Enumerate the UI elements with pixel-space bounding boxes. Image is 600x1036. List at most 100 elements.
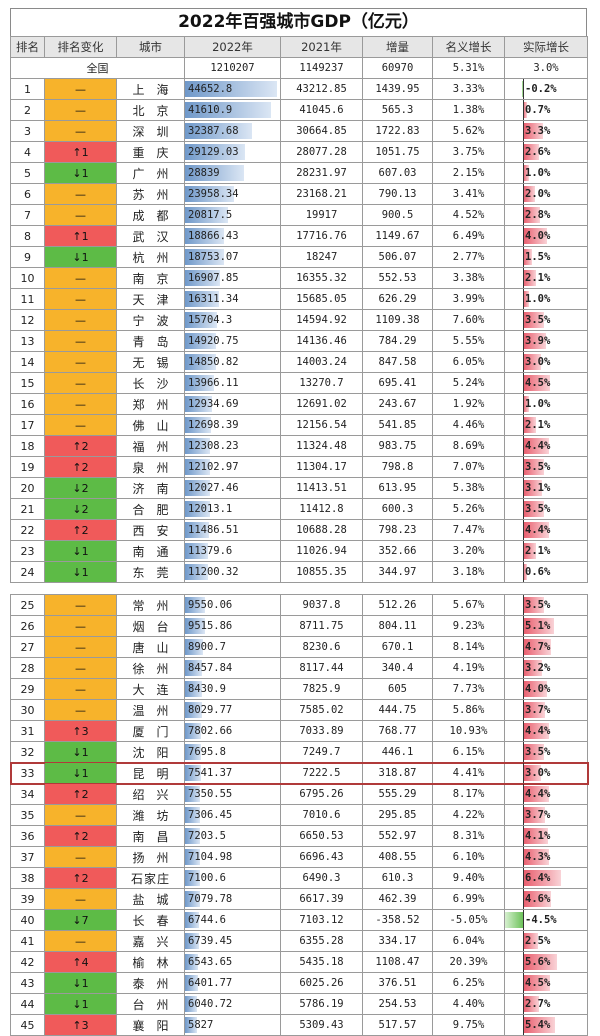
- rank-cell: 15: [10, 372, 45, 394]
- rank-change-cell: —: [44, 615, 117, 637]
- increment-cell: 552.97: [362, 825, 433, 847]
- gdp-data-bar: [185, 186, 235, 202]
- header-rank-change[interactable]: 排名变化: [44, 36, 117, 58]
- table-row[interactable]: 33 ↓1 昆明 7541.37 7222.5 318.87 4.41% 3.0%: [9, 761, 589, 785]
- table-row[interactable]: 19 ↑2 泉州 12102.97 11304.17 798.8 7.07% 3.5%: [10, 456, 588, 478]
- gdp-2021-cell: 6795.26: [280, 783, 363, 805]
- table-row[interactable]: 6— 苏州 23958.34 23168.21 790.13 3.41% 2.0%: [10, 183, 588, 205]
- table-row[interactable]: 38 ↑2 石家庄 7100.6 6490.3 610.3 9.40% 6.4%: [10, 867, 588, 889]
- real-growth-value: 4.4%: [525, 524, 551, 536]
- nominal-growth-cell: 9.75%: [432, 1014, 505, 1036]
- table-row[interactable]: 13— 青岛 14920.75 14136.46 784.29 5.55% 3.9%: [10, 330, 588, 352]
- rank-change-cell: —: [44, 372, 117, 394]
- zero-axis-line: [523, 742, 524, 762]
- city-cell: 嘉兴: [116, 930, 185, 952]
- header-real-growth[interactable]: 实际增长: [504, 36, 588, 58]
- gdp-data-bar: [185, 891, 200, 907]
- nominal-growth-cell: 7.60%: [432, 309, 505, 331]
- header-nominal-growth[interactable]: 名义增长: [432, 36, 505, 58]
- table-row[interactable]: 45 ↑3 襄阳 5827 5309.43 517.57 9.75% 5.4%: [10, 1014, 588, 1036]
- real-growth-value: 4.6%: [525, 893, 551, 905]
- zero-axis-line: [523, 658, 524, 678]
- table-row[interactable]: 17— 佛山 12698.39 12156.54 541.85 4.46% 2.1%: [10, 414, 588, 436]
- header-gdp-2021[interactable]: 2021年: [280, 36, 363, 58]
- header-gdp-2022[interactable]: 2022年: [184, 36, 281, 58]
- header-city[interactable]: 城市: [116, 36, 185, 58]
- gdp-2022-value: 41610.9: [188, 104, 233, 116]
- table-row[interactable]: 8 ↑1 武汉 18866.43 17716.76 1149.67 6.49% 4.0%: [10, 225, 588, 247]
- table-row[interactable]: 4 ↑1 重庆 29129.03 28077.28 1051.75 3.75% 2.6%: [10, 141, 588, 163]
- gdp-2022-cell: 7695.8: [184, 741, 281, 763]
- increment-cell: 552.53: [362, 267, 433, 289]
- table-row[interactable]: 36 ↑2 南昌 7203.5 6650.53 552.97 8.31% 4.1%: [10, 825, 588, 847]
- table-row[interactable]: 23 ↓1 南通 11379.6 11026.94 352.66 3.20% 2.1%: [10, 540, 588, 562]
- real-growth-bar: [523, 639, 552, 655]
- city-cell: 上海: [116, 78, 185, 100]
- nominal-growth-cell: 7.47%: [432, 519, 505, 541]
- table-row[interactable]: 30— 温州 8029.77 7585.02 444.75 5.86% 3.7%: [10, 699, 588, 721]
- nominal-growth-cell: 4.52%: [432, 204, 505, 226]
- gdp-2022-value: 5827: [188, 1019, 214, 1031]
- table-row[interactable]: 29— 大连 8430.9 7825.9 605 7.73% 4.0%: [10, 678, 588, 700]
- table-row[interactable]: 18 ↑2 福州 12308.23 11324.48 983.75 8.69% 4.4%: [10, 435, 588, 457]
- table-row[interactable]: 43 ↓1 泰州 6401.77 6025.26 376.51 6.25% 4.5%: [10, 972, 588, 994]
- real-growth-cell: 4.7%: [504, 636, 588, 658]
- gdp-data-bar: [185, 597, 205, 613]
- table-row[interactable]: 14— 无锡 14850.82 14003.24 847.58 6.05% 3.0%: [10, 351, 588, 373]
- rank-change-cell: ↓1: [44, 561, 117, 583]
- table-row[interactable]: 21 ↓2 合肥 12013.1 11412.8 600.3 5.26% 3.5%: [10, 498, 588, 520]
- table-row[interactable]: 39— 盐城 7079.78 6617.39 462.39 6.99% 4.6%: [10, 888, 588, 910]
- real-growth-bar: [523, 207, 540, 223]
- gdp-2022-cell: 29129.03: [184, 141, 281, 163]
- gdp-data-bar: [185, 933, 199, 949]
- table-row[interactable]: 9 ↓1 杭州 18753.07 18247 506.07 2.77% 1.5%: [10, 246, 588, 268]
- table-row[interactable]: 2— 北京 41610.9 41045.6 565.3 1.38% 0.7%: [10, 99, 588, 121]
- table-row[interactable]: 15— 长沙 13966.11 13270.7 695.41 5.24% 4.5%: [10, 372, 588, 394]
- gdp-2022-value: 6543.65: [188, 956, 233, 968]
- table-row[interactable]: 44 ↓1 台州 6040.72 5786.19 254.53 4.40% 2.7%: [10, 993, 588, 1015]
- rank-cell: 36: [10, 825, 45, 847]
- rank-cell: 39: [10, 888, 45, 910]
- zero-axis-line: [523, 562, 524, 582]
- gdp-data-bar: [185, 165, 245, 181]
- table-row[interactable]: 28— 徐州 8457.84 8117.44 340.4 4.19% 3.2%: [10, 657, 588, 679]
- zero-axis-line: [523, 679, 524, 699]
- header-rank[interactable]: 排名: [10, 36, 45, 58]
- table-row[interactable]: 37— 扬州 7104.98 6696.43 408.55 6.10% 4.3%: [10, 846, 588, 868]
- table-row[interactable]: 42 ↑4 榆林 6543.65 5435.18 1108.47 20.39% 5.6%: [10, 951, 588, 973]
- real-growth-cell: 3.5%: [504, 498, 588, 520]
- table-row[interactable]: 35— 潍坊 7306.45 7010.6 295.85 4.22% 3.7%: [10, 804, 588, 826]
- table-row[interactable]: 26— 烟台 9515.86 8711.75 804.11 9.23% 5.1%: [10, 615, 588, 637]
- table-row[interactable]: 40 ↓7 长春 6744.6 7103.12 -358.52 -5.05% -4.5%: [10, 909, 588, 931]
- table-row[interactable]: 31 ↑3 厦门 7802.66 7033.89 768.77 10.93% 4.4%: [10, 720, 588, 742]
- gdp-2022-value: 8457.84: [188, 662, 233, 674]
- table-row[interactable]: 25— 常州 9550.06 9037.8 512.26 5.67% 3.5%: [10, 594, 588, 616]
- table-row[interactable]: 10— 南京 16907.85 16355.32 552.53 3.38% 2.1%: [10, 267, 588, 289]
- table-row[interactable]: 1— 上海 44652.8 43212.85 1439.95 3.33% -0.2%: [10, 78, 588, 100]
- table-row[interactable]: 16— 郑州 12934.69 12691.02 243.67 1.92% 1.0%: [10, 393, 588, 415]
- real-growth-value: 5.1%: [525, 620, 551, 632]
- real-growth-bar: [523, 249, 532, 265]
- table-row[interactable]: 24 ↓1 东莞 11200.32 10855.35 344.97 3.18% 0.6%: [10, 561, 588, 583]
- table-row[interactable]: 7— 成都 20817.5 19917 900.5 4.52% 2.8%: [10, 204, 588, 226]
- table-row[interactable]: 11— 天津 16311.34 15685.05 626.29 3.99% 1.0%: [10, 288, 588, 310]
- table-row[interactable]: 22 ↑2 西安 11486.51 10688.28 798.23 7.47% 4.4%: [10, 519, 588, 541]
- rank-change-cell: —: [44, 288, 117, 310]
- rank-change-cell: ↓2: [44, 477, 117, 499]
- increment-cell: 798.23: [362, 519, 433, 541]
- increment-cell: 670.1: [362, 636, 433, 658]
- table-row[interactable]: 27— 唐山 8900.7 8230.6 670.1 8.14% 4.7%: [10, 636, 588, 658]
- gdp-2022-value: 7541.37: [188, 767, 233, 779]
- real-growth-cell: 3.7%: [504, 699, 588, 721]
- city-cell: 泰州: [116, 972, 185, 994]
- table-row[interactable]: 12— 宁波 15704.3 14594.92 1109.38 7.60% 3.5%: [10, 309, 588, 331]
- table-row[interactable]: 5 ↓1 广州 28839 28231.97 607.03 2.15% 1.0%: [10, 162, 588, 184]
- real-growth-cell: 3.5%: [504, 741, 588, 763]
- table-row[interactable]: 41— 嘉兴 6739.45 6355.28 334.17 6.04% 2.5%: [10, 930, 588, 952]
- table-row[interactable]: 20 ↓2 济南 12027.46 11413.51 613.95 5.38% 3.1%: [10, 477, 588, 499]
- real-growth-value: 4.1%: [525, 830, 551, 842]
- table-row[interactable]: 3— 深圳 32387.68 30664.85 1722.83 5.62% 3.3%: [10, 120, 588, 142]
- header-increment[interactable]: 增量: [362, 36, 433, 58]
- table-row[interactable]: 34 ↑2 绍兴 7350.55 6795.26 555.29 8.17% 4.4%: [10, 783, 588, 805]
- table-row[interactable]: 32 ↓1 沈阳 7695.8 7249.7 446.1 6.15% 3.5%: [10, 741, 588, 763]
